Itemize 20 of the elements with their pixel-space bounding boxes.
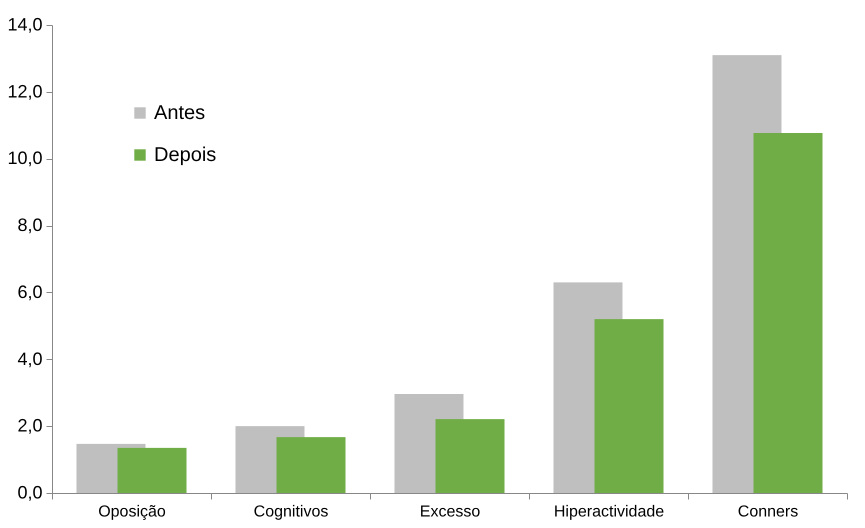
y-tick-label: 4,0 — [17, 348, 42, 369]
bar — [276, 437, 346, 493]
x-tick-label: Excesso — [420, 504, 480, 520]
legend-label: Depois — [154, 144, 216, 166]
x-tick-label: Hiperactividade — [554, 504, 664, 520]
x-tick-label: Oposição — [98, 504, 166, 520]
x-tick-label: Cognitivos — [254, 504, 328, 520]
legend-label: Antes — [154, 102, 206, 124]
x-tick-label: Conners — [738, 504, 798, 520]
y-tick-label: 0,0 — [17, 482, 42, 502]
y-tick-label: 14,0 — [7, 14, 42, 34]
bar — [754, 132, 823, 493]
y-tick-label: 2,0 — [17, 416, 42, 436]
y-tick-label: 8,0 — [17, 215, 42, 236]
bar — [594, 319, 664, 493]
y-tick-label: 12,0 — [7, 81, 42, 102]
bar — [436, 419, 505, 493]
bar — [118, 448, 187, 493]
y-tick-label: 6,0 — [17, 282, 42, 302]
y-tick-label: 10,0 — [7, 148, 42, 168]
